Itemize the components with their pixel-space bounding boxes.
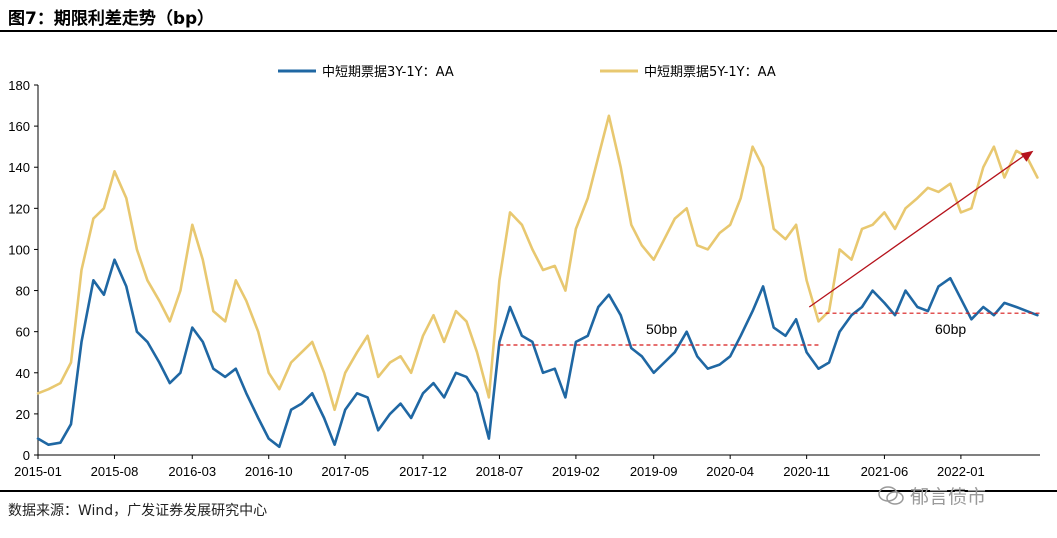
data-source-note: 数据来源：Wind，广发证券发展研究中心 [8, 503, 268, 519]
x-tick-label: 2016-10 [245, 464, 293, 479]
chart-legend: 中短期票据3Y-1Y：AA 中短期票据5Y-1Y：AA [278, 65, 776, 80]
x-tick-label: 2019-02 [552, 464, 600, 479]
y-tick-label: 100 [8, 242, 30, 257]
series-line-1 [36, 258, 1039, 449]
legend-label-1: 中短期票据3Y-1Y：AA [322, 65, 454, 80]
y-tick-label: 40 [16, 366, 30, 381]
chart-axes: 0 20 40 60 80 100 120 140 160 180 2015-01 2015-08 20… [8, 78, 1040, 479]
watermark-text: 郁言债市 [910, 486, 987, 508]
y-tick-label: 140 [8, 160, 30, 175]
series-lines [36, 114, 1039, 449]
top-rule [0, 30, 1057, 32]
line-chart: 0 20 40 60 80 100 120 140 160 180 2015-01 2015-08 20… [8, 65, 1040, 479]
y-tick-label: 0 [23, 448, 30, 463]
y-tick-label: 180 [8, 78, 30, 93]
x-tick-label: 2022-01 [937, 464, 985, 479]
y-tick-label: 160 [8, 119, 30, 134]
y-tick-label: 60 [16, 325, 30, 340]
x-tick-label: 2017-05 [321, 464, 369, 479]
y-tick-label: 80 [16, 284, 30, 299]
y-tick-label: 20 [16, 407, 30, 422]
y-tick-label: 120 [8, 201, 30, 216]
trend-arrow-head [1020, 150, 1034, 162]
trend-arrow-line [808, 154, 1026, 308]
x-tick-label: 2020-04 [706, 464, 754, 479]
x-tick-label: 2016-03 [168, 464, 216, 479]
reference-label-50bp: 50bp [646, 321, 677, 337]
figure-title: 图7：期限利差走势（bp） [8, 9, 215, 29]
legend-label-2: 中短期票据5Y-1Y：AA [644, 65, 776, 80]
watermark: 郁言债市 [878, 482, 986, 509]
wechat-icon [878, 485, 904, 505]
x-tick-label: 2015-01 [14, 464, 62, 479]
series-line-2 [36, 114, 1039, 412]
reference-label-60bp: 60bp [935, 321, 966, 337]
x-tick-label: 2020-11 [783, 464, 830, 479]
bottom-rule [0, 490, 1057, 492]
x-tick-label: 2015-08 [91, 464, 139, 479]
x-tick-label: 2019-09 [630, 464, 678, 479]
x-tick-label: 2017-12 [399, 464, 447, 479]
x-tick-label: 2018-07 [476, 464, 524, 479]
reference-lines: 50bp 60bp [499, 150, 1040, 346]
x-tick-label: 2021-06 [861, 464, 909, 479]
